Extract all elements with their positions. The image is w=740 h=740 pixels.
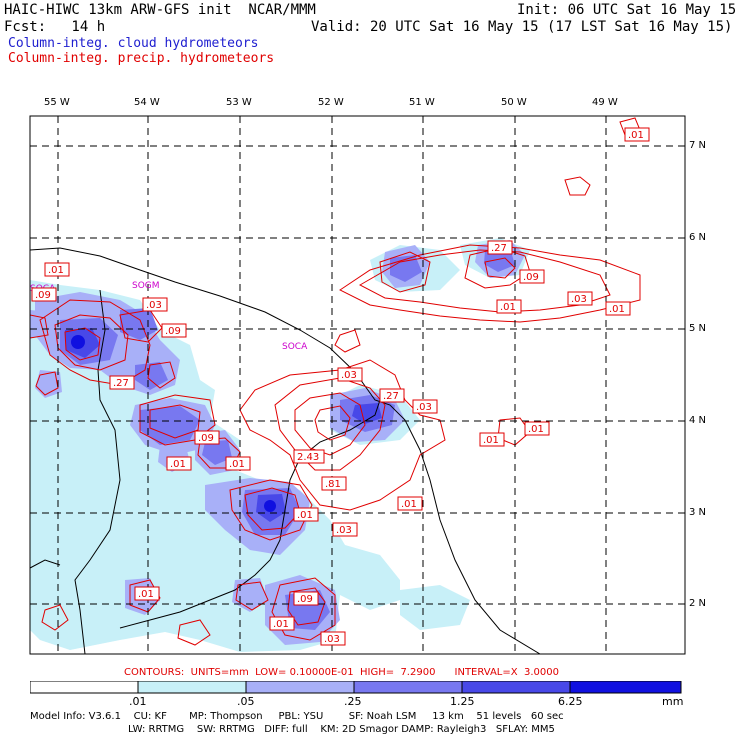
lat-label: 2 N	[689, 598, 707, 609]
lat-label: 6 N	[689, 232, 707, 243]
colorbar-seg	[461, 681, 571, 694]
contour-label-box	[293, 449, 325, 464]
cloud-field-label: Column-integ. cloud hydrometeors	[8, 36, 259, 51]
contour-label-box	[479, 432, 505, 447]
contour-label-box	[109, 375, 135, 390]
contour-label-box	[31, 287, 57, 302]
contour-label: .81	[325, 479, 341, 490]
model-info-line1: Model Info: V3.6.1 CU: KF MP: Thompson P…	[30, 711, 564, 722]
lat-label: 3 N	[689, 507, 707, 518]
contour-label-box	[166, 456, 192, 471]
colorbar-seg	[30, 681, 139, 694]
contour-label-box	[321, 476, 347, 491]
contour-label: .27	[113, 378, 129, 389]
contour-label: .01	[297, 510, 313, 521]
contour-labels: .01 .01 .03 .09 .27 .09 .01 .03 .01 .27 .03 .01 .01.…	[31, 127, 650, 646]
contour-label: .01	[401, 499, 417, 510]
colorbar-seg	[353, 681, 463, 694]
station-label: SOCA	[282, 342, 308, 352]
contour-label: .01	[229, 459, 245, 470]
lon-label: 50 W	[501, 97, 527, 108]
colorbar-units: mm	[662, 695, 684, 708]
contour-label-box	[225, 456, 251, 471]
contour-info: CONTOURS: UNITS=mm LOW= 0.10000E-01 HIGH…	[124, 667, 559, 678]
colorbar-tick: .25	[344, 695, 362, 708]
contour-label: .03	[336, 525, 352, 536]
colorbar	[30, 681, 682, 694]
colorbar-seg	[245, 681, 355, 694]
contour-label: .03	[146, 300, 162, 311]
contour-label: .03	[341, 370, 357, 381]
colorbar-seg	[137, 681, 247, 694]
lon-label: 54 W	[134, 97, 160, 108]
colorbar-seg	[569, 681, 682, 694]
contour-label-box	[496, 299, 522, 314]
lat-label: 7 N	[689, 140, 707, 151]
contour-label: .01	[483, 435, 499, 446]
contour-label: .01	[273, 619, 289, 630]
lon-label: 49 W	[592, 97, 618, 108]
contour-label: .01	[528, 424, 544, 435]
colorbar-tick: .05	[237, 695, 255, 708]
contour-label-box	[624, 127, 650, 142]
lat-label: 5 N	[689, 323, 707, 334]
lon-label: 53 W	[226, 97, 252, 108]
contour-label-box	[142, 297, 168, 312]
contour-label: .09	[198, 433, 214, 444]
contour-label-box	[194, 430, 220, 445]
lon-label: 52 W	[318, 97, 344, 108]
map-frame	[29, 115, 686, 655]
colorbar-tick: 6.25	[558, 695, 583, 708]
contour-label-box	[293, 591, 319, 606]
contour-label-box	[293, 507, 319, 522]
model-title: HAIC-HIWC 13km ARW-GFS init NCAR/MMM	[4, 2, 316, 18]
forecast-hour: Fcst: 14 h	[4, 19, 106, 35]
contour-label: .01	[500, 302, 516, 313]
contour-label-box	[44, 262, 70, 277]
contour-label: .01	[48, 265, 64, 276]
lat-label: 4 N	[689, 415, 707, 426]
lat-lon-grid	[30, 116, 685, 654]
init-time: Init: 06 UTC Sat 16 May 15	[517, 2, 737, 18]
cloud-shade-peak	[71, 335, 276, 512]
contour-label: .01	[628, 130, 644, 141]
contour-label-box	[487, 240, 513, 255]
contour-label-box	[412, 399, 438, 414]
lon-label: 55 W	[44, 97, 70, 108]
contour-label: .27	[491, 243, 507, 254]
contour-label-box	[134, 586, 160, 601]
contour-label: .03	[416, 402, 432, 413]
contour-label-box	[379, 388, 405, 403]
lon-label: 51 W	[409, 97, 435, 108]
contour-label: .09	[35, 290, 51, 301]
contour-label: .03	[571, 294, 587, 305]
contour-label: .01	[170, 459, 186, 470]
contour-label-box	[332, 522, 358, 537]
colorbar-tick: 1.25	[450, 695, 475, 708]
contour-label: 2.43	[297, 452, 319, 463]
contour-label-box	[524, 421, 550, 436]
model-info-line2: LW: RRTMG SW: RRTMG DIFF: full KM: 2D Sm…	[128, 724, 555, 735]
contour-label: .03	[324, 634, 340, 645]
station-label: SOGM	[132, 281, 160, 291]
contour-label: .09	[297, 594, 313, 605]
precip-field-label: Column-integ. precip. hydrometeors	[8, 51, 275, 66]
valid-time: Valid: 20 UTC Sat 16 May 15 (17 LST Sat …	[311, 19, 733, 35]
contour-label-box	[519, 269, 545, 284]
contour-label-box	[605, 301, 631, 316]
contour-label: .09	[165, 326, 181, 337]
contour-label-box	[397, 496, 423, 511]
contour-label: .01	[609, 304, 625, 315]
contour-label: .27	[383, 391, 399, 402]
colorbar-tick: .01	[129, 695, 147, 708]
contour-label-box	[337, 367, 363, 382]
contour-label-box	[567, 291, 593, 306]
contour-label-box	[269, 616, 295, 631]
contour-label: .09	[523, 272, 539, 283]
contour-label-box	[161, 323, 187, 338]
contour-label-box	[320, 631, 346, 646]
contour-label: .01	[138, 589, 154, 600]
